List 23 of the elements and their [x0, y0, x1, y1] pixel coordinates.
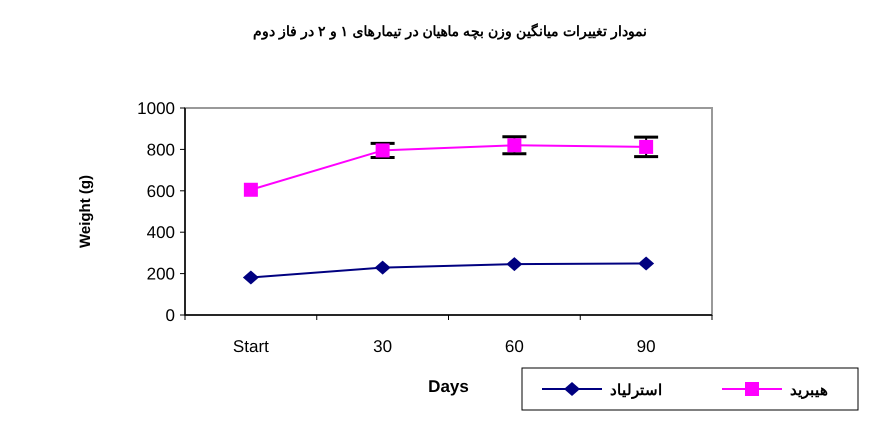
- point: [638, 256, 654, 270]
- point: [376, 143, 390, 158]
- x-tick-label: 60: [504, 337, 524, 356]
- y-axis-title: Weight (g): [77, 174, 94, 248]
- x-tick-label: 30: [373, 337, 392, 356]
- y-tick-label: 800: [146, 140, 175, 160]
- y-tick-label: 0: [166, 306, 175, 325]
- point: [506, 257, 522, 272]
- point: [639, 140, 654, 154]
- legend-label: استرلیاد: [610, 382, 662, 399]
- point: [507, 138, 522, 152]
- point: [242, 270, 259, 285]
- legend-label: هیبرید: [790, 382, 828, 399]
- x-tick-label: Start: [232, 337, 270, 356]
- point: [244, 182, 258, 197]
- x-tick-label: 90: [636, 337, 656, 356]
- chart-title: نمودار تغییرات میانگین وزن بچه ماهیان در تیمارهای ۱ و ۲ در فاز دوم: [253, 23, 647, 40]
- point: [374, 260, 391, 275]
- y-tick-label: 200: [146, 264, 175, 284]
- y-tick-label: 600: [146, 182, 175, 201]
- y-tick-label: 1000: [137, 99, 175, 118]
- x-axis-title: Days: [428, 377, 469, 396]
- y-tick-label: 400: [146, 223, 175, 242]
